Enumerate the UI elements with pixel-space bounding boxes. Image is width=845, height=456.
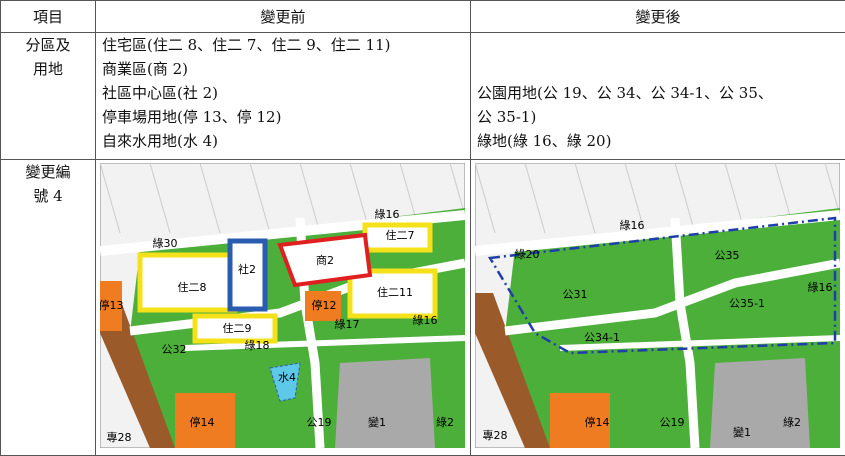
map-label: 商2 [316,253,334,267]
map-label: 社2 [238,262,256,276]
map-label: 綠16 [808,281,833,294]
map-label: 公34-1 [584,331,620,344]
gray-block [710,358,810,448]
map-label: 公35 [715,249,740,262]
map-label: 綠30 [153,237,178,250]
map-label: 綠16 [413,314,438,327]
item-cell: 分區及用地 [1,33,96,160]
before-map-cell: 綠16 住二7 商2 社2 住二8 住二11 停12 停13 住二9 綠17 綠16 公32 綠18 水4… [96,160,471,456]
map-label: 變1 [368,415,386,429]
before-text: 商業區(商 2) [102,57,464,81]
map-label: 公19 [660,416,685,429]
before-cell: 住宅區(住二 8、住二 7、住二 9、住二 11)商業區(商 2)社區中心區(社… [96,33,471,160]
after-text: 公園用地(公 19、公 34、公 34-1、公 35、 [477,81,839,105]
map-label: 專28 [107,431,132,444]
before-text: 停車場用地(停 13、停 12) [102,105,464,129]
map-label: 綠18 [245,339,270,352]
item-text: 分區及 [7,33,89,57]
map-label: 綠16 [375,208,400,221]
gray-block [335,358,435,448]
item-cell: 變更編號 4 [1,160,96,456]
header-row: 項目 變更前 變更後 [1,1,845,33]
item-text: 號 4 [7,184,89,208]
map-label: 綠20 [515,248,540,261]
map-label: 水4 [278,371,296,384]
map-label: 公32 [162,343,187,356]
map-label: 停12 [312,298,337,312]
before-text: 社區中心區(社 2) [102,81,464,105]
map-label: 綠2 [436,416,454,429]
before-text: 自來水用地(水 4) [102,129,464,153]
zoning-row: 分區及用地 住宅區(住二 8、住二 7、住二 9、住二 11)商業區(商 2)社… [1,33,845,160]
map-label: 專28 [483,429,508,442]
map-row: 變更編號 4 綠16 住二7 商2 社2 住二8 住二11 停12 停13 住二9 綠17 綠16 公… [1,160,845,456]
after-map-cell: 綠16 綠20 公35 公31 綠16 公35-1 公34-1 停14 公19 變1 綠2 專28 [471,160,845,456]
item-text: 變更編 [7,160,89,184]
map-label: 公19 [307,416,332,429]
before-map: 綠16 住二7 商2 社2 住二8 住二11 停12 停13 住二9 綠17 綠16 公32 綠18 水4… [100,163,465,448]
header-cell: 變更後 [471,1,845,33]
map-label: 綠2 [783,416,801,429]
after-map: 綠16 綠20 公35 公31 綠16 公35-1 公34-1 停14 公19 變1 綠2 專28 [475,163,840,448]
map-label: 停14 [585,415,610,429]
map-label: 住二9 [223,321,252,335]
map-label: 變1 [733,425,751,439]
map-label: 綠17 [335,318,360,331]
map-label: 綠16 [620,219,645,232]
after-cell: 公園用地(公 19、公 34、公 34-1、公 35、公 35-1)綠地(綠 1… [471,33,845,160]
map-label: 住二7 [386,228,415,242]
map-label: 停13 [100,298,124,312]
item-text: 用地 [7,57,89,81]
after-text: 公 35-1) [477,105,839,129]
map-label: 停14 [190,415,215,429]
map-label: 公35-1 [729,297,765,310]
header-cell: 項目 [1,1,96,33]
map-label: 住二8 [178,280,207,294]
before-text: 住宅區(住二 8、住二 7、住二 9、住二 11) [102,33,464,57]
map-label: 住二11 [377,285,413,299]
map-label: 公31 [563,288,588,301]
header-cell: 變更前 [96,1,471,33]
after-text: 綠地(綠 16、綠 20) [477,129,839,153]
